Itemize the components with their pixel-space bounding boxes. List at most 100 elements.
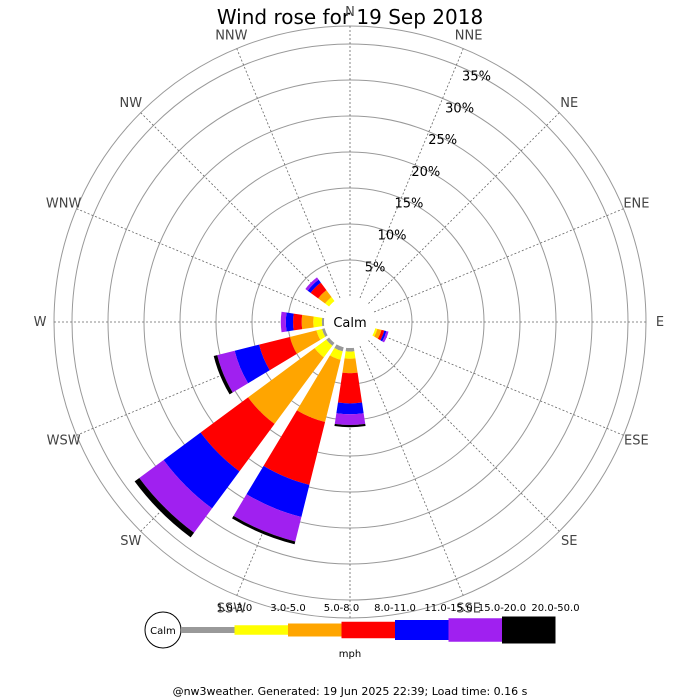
direction-label-wsw: WSW xyxy=(47,434,81,449)
bar-s-bin-6 xyxy=(334,423,366,428)
bar-w-bin-2 xyxy=(301,314,314,330)
calm-center: Calm xyxy=(324,296,376,348)
spoke-ese xyxy=(373,331,624,436)
direction-label-ese: ESE xyxy=(624,434,649,449)
bar-sw-bin-6 xyxy=(134,477,195,538)
legend-swatch-3 xyxy=(341,621,395,639)
bar-ssw-bin-4 xyxy=(246,465,310,517)
bar-ese-bin-1 xyxy=(372,328,378,337)
bar-wsw-bin-0 xyxy=(321,328,328,337)
bar-nw-bin-1 xyxy=(325,297,335,307)
pct-label-30: 30% xyxy=(445,101,474,116)
pct-label-20: 20% xyxy=(411,165,440,180)
footer-text: @nw3weather. Generated: 19 Jun 2025 22:3… xyxy=(173,685,528,698)
legend-calm-label: Calm xyxy=(150,626,176,637)
bar-ssw-bin-5 xyxy=(233,494,302,542)
bar-wsw-bin-1 xyxy=(316,328,326,340)
bar-ssw-bin-6 xyxy=(232,515,296,545)
bar-ssw-bin-2 xyxy=(296,355,341,422)
bar-s-bin-2 xyxy=(342,358,358,374)
bar-sw-bin-5 xyxy=(139,459,213,533)
direction-label-ene: ENE xyxy=(623,196,649,211)
bar-w-bin-4 xyxy=(285,312,294,332)
legend-swatch-1 xyxy=(234,625,288,635)
pct-label-10: 10% xyxy=(378,228,407,243)
direction-label-nnw: NNW xyxy=(215,29,247,44)
percentage-labels: 5% 10% 15% 20% 25% 30% 35% xyxy=(365,70,491,276)
bar-sw-bin-4 xyxy=(163,432,240,509)
direction-label-ne: NE xyxy=(560,96,578,111)
bar-ese-bin-3 xyxy=(377,329,385,341)
bar-nw-bin-2 xyxy=(318,290,332,304)
bar-w-bin-0 xyxy=(321,317,325,327)
legend-bins: 1.0-3.0 3.0-5.0 5.0-8.0 8.0-11.0 11.0-15.0 15… xyxy=(181,603,580,644)
spoke-wnw xyxy=(76,208,327,313)
bar-nw-bin-5 xyxy=(305,277,319,291)
direction-label-n: N xyxy=(345,5,355,20)
spoke-nne xyxy=(359,48,464,299)
chart-title: Wind rose for 19 Sep 2018 xyxy=(217,5,483,29)
bar-wsw-bin-5 xyxy=(217,350,249,393)
spoke-ne xyxy=(368,112,560,304)
direction-spokes xyxy=(54,26,646,618)
bar-ssw-bin-1 xyxy=(329,347,343,360)
legend-swatch-4 xyxy=(395,620,449,640)
bar-w-bin-3 xyxy=(293,313,303,331)
bar-s-bin-3 xyxy=(337,372,363,404)
bar-wsw-bin-4 xyxy=(234,344,270,384)
legend-swatch-5 xyxy=(448,618,502,642)
legend-swatch-6 xyxy=(502,616,556,644)
legend-label-6: 20.0-50.0 xyxy=(531,603,579,614)
direction-label-e: E xyxy=(656,315,664,330)
bar-s-bin-4 xyxy=(336,402,364,415)
legend-unit: mph xyxy=(339,649,361,660)
bar-ese-bin-5 xyxy=(382,331,389,343)
legend-label-4: 11.0-15.0 xyxy=(424,603,472,614)
direction-label-w: W xyxy=(34,315,47,330)
direction-label-ssw: SSW xyxy=(217,601,247,616)
direction-label-nw: NW xyxy=(120,96,143,111)
spoke-sse xyxy=(359,345,464,596)
wind-rose-bars xyxy=(134,277,389,545)
bar-w-bin-1 xyxy=(313,316,323,328)
calm-label: Calm xyxy=(333,316,366,331)
pct-label-5: 5% xyxy=(365,260,386,275)
bar-sw-bin-3 xyxy=(200,397,275,472)
bar-s-bin-0 xyxy=(345,347,355,352)
spoke-nw xyxy=(140,112,332,304)
bar-sw-bin-1 xyxy=(314,339,333,358)
direction-label-nne: NNE xyxy=(455,29,483,44)
bar-wsw-bin-2 xyxy=(289,330,321,354)
bar-sw-bin-2 xyxy=(248,348,324,424)
direction-labels: NNNENEENEEESESESSESSSWSWWSWWWNWNWNNW xyxy=(34,5,665,640)
bar-ssw-bin-3 xyxy=(263,410,326,485)
bar-ssw-bin-0 xyxy=(334,344,344,352)
legend-swatch-0 xyxy=(181,627,235,633)
legend-label-5: 15.0-20.0 xyxy=(478,603,526,614)
legend-swatch-2 xyxy=(288,623,342,637)
spoke-ene xyxy=(373,208,624,313)
bar-ese-bin-2 xyxy=(374,328,382,339)
bar-wsw-bin-6 xyxy=(213,355,233,395)
bar-nw-bin-4 xyxy=(307,279,321,293)
direction-label-wnw: WNW xyxy=(46,196,82,211)
legend-label-2: 5.0-8.0 xyxy=(324,603,359,614)
pct-label-25: 25% xyxy=(428,133,457,148)
bar-s-bin-1 xyxy=(344,351,356,359)
legend-label-0: 1.0-3.0 xyxy=(217,603,252,614)
bar-s-bin-5 xyxy=(334,413,366,426)
legend-label-3: 8.0-11.0 xyxy=(374,603,416,614)
direction-label-sw: SW xyxy=(120,534,141,549)
spoke-se xyxy=(368,340,560,532)
bar-ese-bin-4 xyxy=(380,330,387,342)
bar-wsw-bin-3 xyxy=(259,336,297,371)
pct-label-15: 15% xyxy=(394,197,423,212)
direction-label-se: SE xyxy=(561,534,577,549)
spoke-nnw xyxy=(236,48,341,299)
direction-label-sse: SSE xyxy=(456,601,481,616)
bar-nw-bin-3 xyxy=(310,282,327,299)
pct-label-35: 35% xyxy=(462,70,491,85)
calm-circle xyxy=(324,296,376,348)
legend: Calm 1.0-3.0 3.0-5.0 5.0-8.0 8.0-11.0 11.0-1… xyxy=(144,603,580,660)
